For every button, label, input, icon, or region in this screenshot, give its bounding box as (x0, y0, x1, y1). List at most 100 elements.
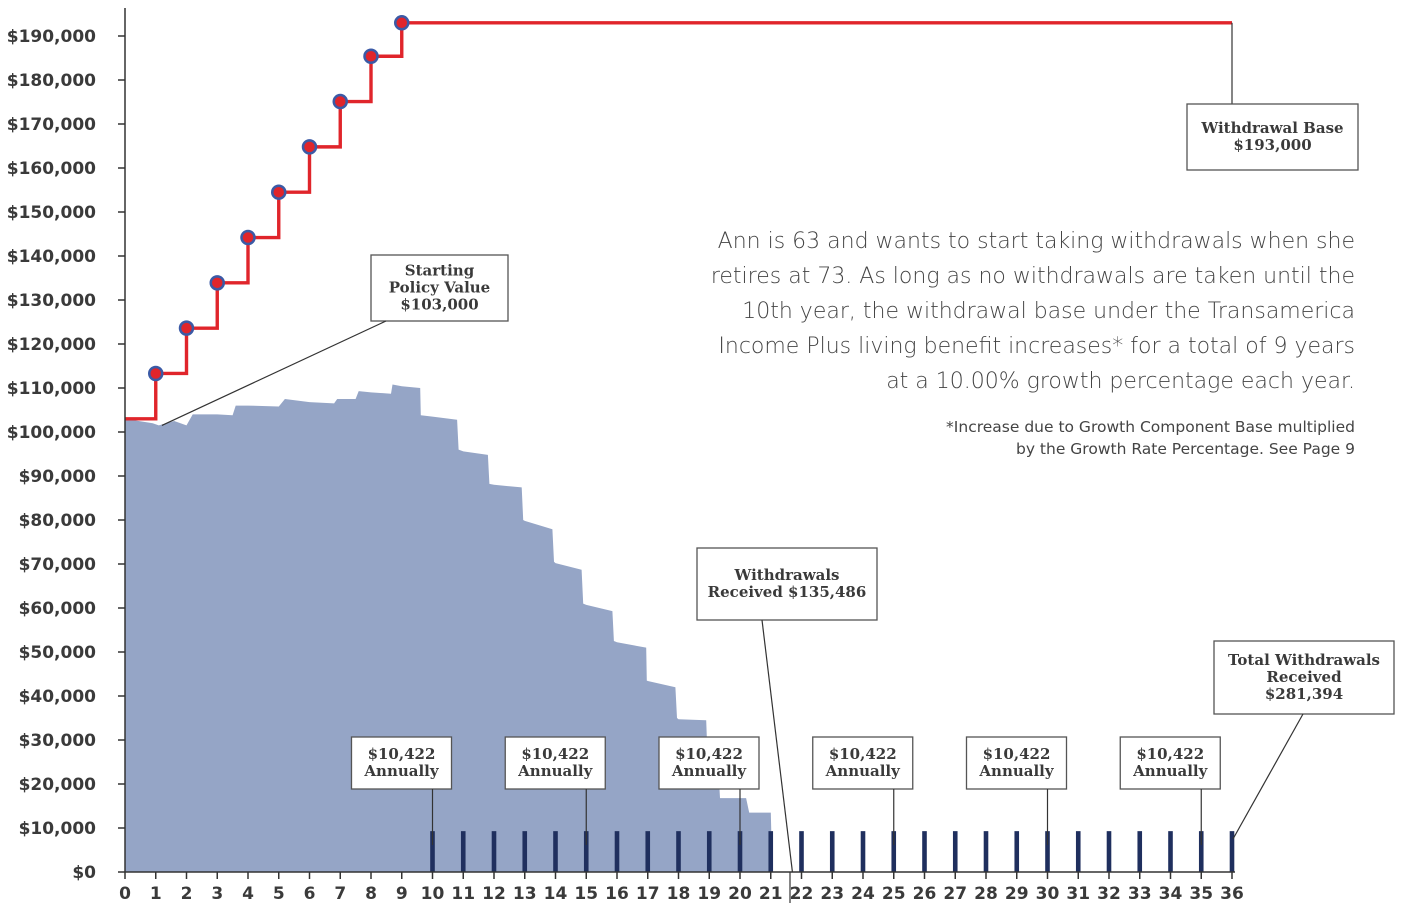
x-axis-ticks: 0 1 2 3 4 5 6 7 8 9 10 11 12 13 14 15 16 17 18 19 20 21 22 23 24… (119, 872, 1244, 903)
footnote-line: *Increase due to Growth Component Base m… (946, 418, 1355, 436)
x-tick-label: 33 (1128, 884, 1152, 903)
x-tick-label: 0 (119, 884, 131, 903)
x-tick-label: 23 (820, 884, 844, 903)
starting-policy-value-callout-box (370, 254, 509, 322)
withdrawal-base-layer (125, 15, 1232, 421)
annual-withdrawal-callout-box (1119, 736, 1221, 790)
x-tick-label: 25 (882, 884, 906, 903)
description-line: at a 10.00% growth percentage each year. (886, 369, 1355, 394)
x-tick-label: 2 (181, 884, 193, 903)
y-tick-label: $100,000 (7, 423, 96, 443)
withdrawal-base-callout-text: $193,000 (1233, 136, 1311, 154)
x-tick-label: 35 (1189, 884, 1213, 903)
starting-policy-value-callout-text: Starting (405, 262, 475, 280)
annual-withdrawal-bar (522, 831, 528, 872)
annual-withdrawal-bar (1229, 831, 1235, 872)
y-tick-label: $70,000 (19, 555, 97, 575)
y-tick-label: $110,000 (7, 379, 96, 399)
x-tick-label: 8 (365, 884, 377, 903)
annual-withdrawal-bar (1198, 831, 1204, 872)
x-tick-label: 20 (728, 884, 752, 903)
annual-withdrawal-callout-box (350, 736, 453, 790)
starting-policy-value-callout-text: Policy Value (389, 279, 490, 297)
y-tick-label: $180,000 (7, 71, 96, 91)
footnote: *Increase due to Growth Component Base m… (835, 416, 1355, 460)
annual-withdrawal-bar (860, 831, 866, 872)
withdrawal-base-dot (301, 139, 318, 155)
total-withdrawals-leader (1232, 713, 1304, 840)
x-tick-label: 32 (1097, 884, 1121, 903)
x-tick-label: 18 (667, 884, 691, 903)
x-tick-label: 24 (851, 884, 875, 903)
annual-withdrawal-callout-text: Annually (1132, 762, 1208, 780)
annual-withdrawal-callout-text: $10,422 (983, 745, 1051, 763)
y-tick-label: $60,000 (19, 599, 97, 619)
x-tick-label: 16 (605, 884, 629, 903)
withdrawal-base-dot (332, 93, 348, 110)
withdrawal-base-callout-box (1186, 103, 1359, 171)
annual-withdrawal-bar (983, 831, 989, 872)
x-tick-label: 13 (513, 884, 537, 903)
x-tick-label: 22 (790, 884, 814, 903)
annual-withdrawal-callout-text: Annually (363, 762, 439, 780)
y-axis-ticks: $0 $10,000 $20,000 $30,000 $40,000 $50,000 $60… (7, 27, 125, 883)
withdrawals-received-callout-text: Withdrawals (734, 566, 840, 584)
withdrawals-received-callout-text: Received $135,486 (708, 583, 867, 601)
y-tick-label: $130,000 (7, 291, 96, 311)
annual-withdrawal-bar (1106, 831, 1112, 872)
annual-withdrawal-bar (553, 831, 558, 872)
policy-value-area-layer (125, 384, 773, 872)
x-tick-label: 36 (1220, 884, 1244, 903)
withdrawals-received-leader (761, 619, 794, 873)
withdrawal-base-dot (209, 275, 225, 291)
y-tick-label: $80,000 (19, 511, 97, 531)
annual-withdrawal-callout-box (658, 736, 760, 790)
x-tick-label: 5 (273, 884, 285, 903)
x-tick-label: 1 (150, 884, 162, 903)
annual-withdrawal-callout-text: Annually (671, 762, 747, 780)
total-withdrawals-callout-text: $281,394 (1265, 685, 1343, 703)
y-tick-label: $10,000 (19, 819, 97, 839)
y-tick-label: $0 (72, 863, 96, 883)
x-tick-label: 19 (697, 884, 721, 903)
axes (124, 8, 1235, 903)
description-line: Income Plus living benefit increases* fo… (718, 334, 1355, 359)
y-tick-label: $20,000 (19, 775, 97, 795)
withdrawal-base-dot (178, 320, 195, 336)
x-tick-label: 31 (1066, 884, 1090, 903)
y-tick-label: $90,000 (19, 467, 97, 487)
withdrawal-base-callout-text: Withdrawal Base (1200, 119, 1343, 137)
x-tick-label: 9 (396, 884, 408, 903)
y-tick-label: $140,000 (7, 247, 96, 267)
x-tick-label: 6 (304, 884, 316, 903)
description-line: Ann is 63 and wants to start taking with… (717, 229, 1355, 254)
total-withdrawals-callout-box (1213, 640, 1395, 715)
withdrawal-base-dot (148, 365, 164, 382)
annual-withdrawal-bar (1075, 831, 1081, 872)
annual-withdrawal-bar (1045, 831, 1050, 872)
annual-withdrawal-bar (1014, 831, 1020, 872)
annual-withdrawal-bar (891, 831, 897, 872)
policy-value-area (125, 384, 773, 872)
withdrawal-base-dot (394, 15, 410, 31)
x-tick-label: 10 (421, 884, 445, 903)
footnote-line: by the Growth Rate Percentage. See Page … (1015, 440, 1355, 458)
annual-withdrawal-bar (799, 831, 804, 872)
total-withdrawals-callout-text: Received (1266, 668, 1342, 686)
y-tick-label: $170,000 (7, 115, 96, 135)
annual-withdrawal-callout-text: Annually (517, 762, 593, 780)
description-line: retires at 73. As long as no withdrawals… (710, 264, 1355, 289)
annual-withdrawal-callout-box (965, 736, 1068, 790)
y-tick-label: $50,000 (19, 643, 97, 663)
x-tick-label: 34 (1159, 884, 1183, 903)
withdrawal-base-dot (271, 184, 287, 200)
annual-withdrawal-bar (922, 831, 927, 872)
annual-withdrawal-bar (460, 831, 466, 872)
annual-withdrawal-bar (829, 831, 835, 872)
x-tick-label: 14 (544, 884, 568, 903)
withdrawal-base-dot (363, 48, 379, 64)
annual-withdrawal-bar (737, 831, 743, 872)
y-tick-label: $190,000 (7, 27, 96, 47)
annual-withdrawal-bar (768, 831, 774, 872)
